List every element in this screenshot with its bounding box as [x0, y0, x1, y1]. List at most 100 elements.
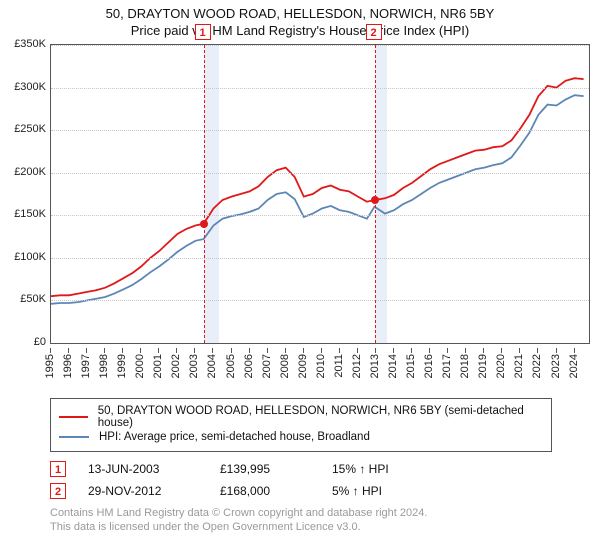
- x-axis-tick: [176, 348, 177, 353]
- x-axis-label: 2001: [152, 354, 164, 378]
- sale-marker-vline: [375, 45, 376, 343]
- x-axis-label: 2013: [369, 354, 381, 378]
- x-axis-tick: [86, 348, 87, 353]
- series-line: [51, 78, 584, 296]
- x-axis-label: 2020: [495, 354, 507, 378]
- y-axis-label: £250K: [0, 123, 46, 135]
- sale-price-dot: [200, 220, 208, 228]
- x-axis-tick: [140, 348, 141, 353]
- x-axis-label: 2005: [225, 354, 237, 378]
- x-axis-tick: [393, 348, 394, 353]
- gridline: [51, 215, 589, 216]
- chart-title: 50, DRAYTON WOOD ROAD, HELLESDON, NORWIC…: [8, 6, 592, 21]
- x-axis-tick: [104, 348, 105, 353]
- legend-swatch: [59, 436, 89, 438]
- sale-marker-icon: 2: [50, 483, 66, 499]
- x-axis-tick: [357, 348, 358, 353]
- gridline: [51, 173, 589, 174]
- sale-vs-hpi: 15% ↑ HPI: [332, 462, 422, 476]
- x-axis-label: 2006: [243, 354, 255, 378]
- gridline: [51, 130, 589, 131]
- x-axis-label: 2011: [333, 354, 345, 378]
- x-axis-label: 2003: [188, 354, 200, 378]
- attrib-line: This data is licensed under the Open Gov…: [50, 520, 552, 534]
- x-axis-tick: [411, 348, 412, 353]
- sale-marker-icon: 1: [50, 461, 66, 477]
- chart-subtitle: Price paid vs. HM Land Registry's House …: [8, 23, 592, 38]
- gridline: [51, 258, 589, 259]
- gridline: [51, 88, 589, 89]
- plot-area: [50, 44, 590, 344]
- legend-label: 50, DRAYTON WOOD ROAD, HELLESDON, NORWIC…: [98, 405, 543, 429]
- y-axis-label: £350K: [0, 38, 46, 50]
- x-axis-tick: [68, 348, 69, 353]
- x-axis-label: 1997: [80, 354, 92, 378]
- x-axis-label: 2019: [477, 354, 489, 378]
- x-axis-label: 2009: [297, 354, 309, 378]
- x-axis-tick: [537, 348, 538, 353]
- legend-row: HPI: Average price, semi-detached house,…: [59, 431, 543, 443]
- sale-price: £168,000: [220, 484, 310, 498]
- x-axis-label: 1999: [116, 354, 128, 378]
- x-axis-label: 2008: [279, 354, 291, 378]
- y-axis-label: £300K: [0, 81, 46, 93]
- y-axis-label: £50K: [0, 293, 46, 305]
- gridline: [51, 45, 589, 46]
- x-axis-label: 2002: [170, 354, 182, 378]
- x-axis-tick: [429, 348, 430, 353]
- x-axis-label: 2024: [568, 354, 580, 378]
- x-axis-label: 2000: [134, 354, 146, 378]
- series-layer: [51, 45, 589, 343]
- x-axis-label: 2017: [441, 354, 453, 378]
- legend-label: HPI: Average price, semi-detached house,…: [99, 431, 370, 443]
- x-axis-label: 2010: [315, 354, 327, 378]
- x-axis-tick: [465, 348, 466, 353]
- x-axis-label: 2012: [351, 354, 363, 378]
- series-line: [51, 95, 584, 304]
- x-axis-tick: [501, 348, 502, 353]
- x-axis-label: 2007: [261, 354, 273, 378]
- chart-titles: 50, DRAYTON WOOD ROAD, HELLESDON, NORWIC…: [0, 0, 600, 40]
- x-axis-tick: [249, 348, 250, 353]
- x-axis-tick: [50, 348, 51, 353]
- x-axis-label: 2016: [423, 354, 435, 378]
- x-axis-label: 2018: [459, 354, 471, 378]
- sale-marker-icon: 1: [195, 24, 211, 40]
- sales-table: 1 13-JUN-2003 £139,995 15% ↑ HPI 2 29-NO…: [50, 458, 552, 502]
- sale-marker-icon: 2: [366, 24, 382, 40]
- legend-swatch: [59, 416, 88, 418]
- x-axis-label: 2023: [550, 354, 562, 378]
- sale-vs-hpi: 5% ↑ HPI: [332, 484, 422, 498]
- price-chart: 1995 1996 1997 1998 1999 2000 2001 2002 2003 2004…: [0, 40, 600, 392]
- x-axis-tick: [375, 348, 376, 353]
- y-axis-label: £200K: [0, 166, 46, 178]
- legend: 50, DRAYTON WOOD ROAD, HELLESDON, NORWIC…: [50, 398, 552, 452]
- x-axis-label: 2022: [531, 354, 543, 378]
- x-axis-tick: [483, 348, 484, 353]
- legend-row: 50, DRAYTON WOOD ROAD, HELLESDON, NORWIC…: [59, 405, 543, 429]
- x-axis-tick: [574, 348, 575, 353]
- sale-date: 13-JUN-2003: [88, 462, 198, 476]
- x-axis-tick: [321, 348, 322, 353]
- sale-marker-vline: [204, 45, 205, 343]
- sale-price-dot: [371, 196, 379, 204]
- y-axis-label: £150K: [0, 208, 46, 220]
- x-axis-tick: [303, 348, 304, 353]
- x-axis-label: 1996: [62, 354, 74, 378]
- x-axis-label: 2021: [513, 354, 525, 378]
- sales-row: 1 13-JUN-2003 £139,995 15% ↑ HPI: [50, 458, 552, 480]
- x-axis-tick: [158, 348, 159, 353]
- x-axis-label: 1995: [44, 354, 56, 378]
- attribution: Contains HM Land Registry data © Crown c…: [50, 506, 552, 535]
- x-axis-labels: 1995199619971998199920002001200220032004…: [50, 348, 590, 392]
- x-axis-tick: [556, 348, 557, 353]
- y-axis-label: £100K: [0, 251, 46, 263]
- x-axis-label: 1998: [98, 354, 110, 378]
- x-axis-tick: [519, 348, 520, 353]
- sales-row: 2 29-NOV-2012 £168,000 5% ↑ HPI: [50, 480, 552, 502]
- x-axis-label: 2004: [206, 354, 218, 378]
- x-axis-tick: [285, 348, 286, 353]
- x-axis-tick: [267, 348, 268, 353]
- gridline: [51, 300, 589, 301]
- x-axis-tick: [212, 348, 213, 353]
